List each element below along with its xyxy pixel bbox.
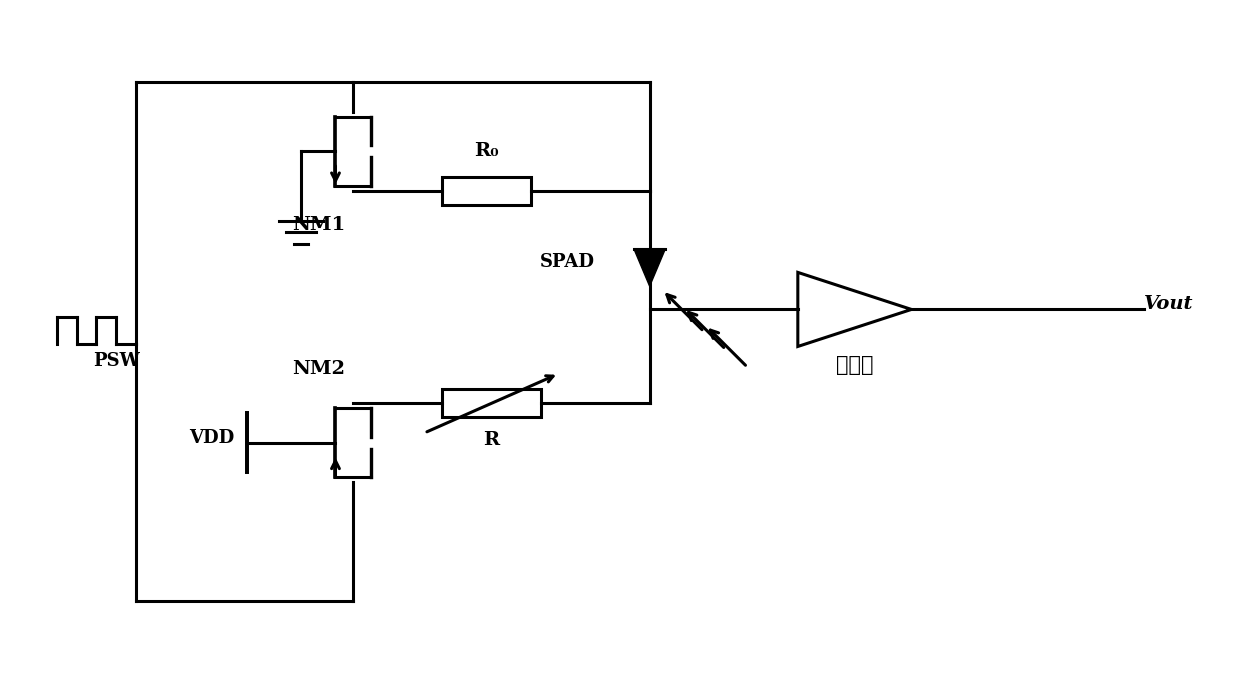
Text: 放大器: 放大器 — [836, 355, 873, 375]
Text: SPAD: SPAD — [541, 254, 595, 271]
Polygon shape — [797, 272, 911, 347]
Text: R₀: R₀ — [475, 143, 498, 161]
Text: NM2: NM2 — [293, 360, 345, 378]
Polygon shape — [634, 249, 666, 286]
Text: Vout: Vout — [1143, 296, 1193, 313]
Bar — [443, 177, 531, 205]
Text: NM1: NM1 — [293, 216, 345, 234]
Text: VDD: VDD — [190, 429, 234, 446]
Bar — [443, 389, 541, 417]
Text: R: R — [484, 431, 500, 449]
Text: PSW: PSW — [93, 352, 140, 370]
